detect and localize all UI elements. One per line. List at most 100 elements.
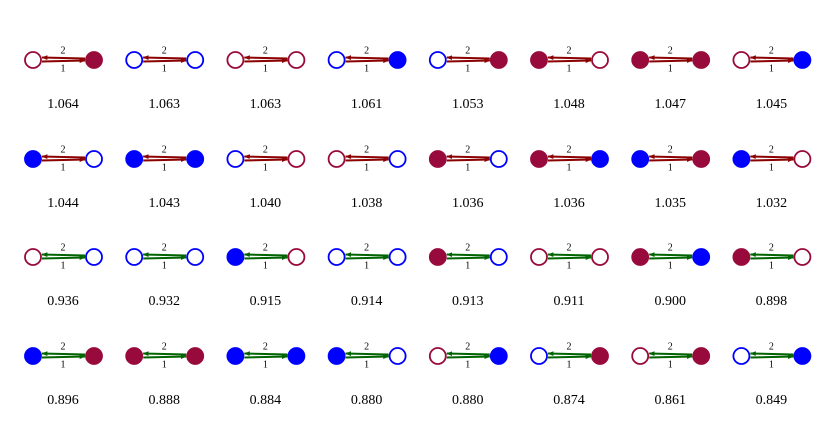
- edge: [547, 255, 592, 261]
- node: [327, 347, 346, 365]
- edge-label: 1: [465, 359, 470, 370]
- motif: 2 1 1.035: [631, 144, 711, 211]
- node: [24, 150, 42, 168]
- node: [428, 51, 447, 69]
- edge-label: 1: [364, 63, 369, 74]
- node: [591, 248, 609, 266]
- edge: [446, 252, 490, 258]
- motif: 2 1 0.888: [125, 341, 205, 408]
- edge: [244, 255, 288, 261]
- edge-label: 1: [769, 359, 774, 370]
- edge: [143, 255, 187, 261]
- edge: [446, 351, 490, 357]
- edge: [345, 252, 389, 258]
- node: [125, 347, 144, 365]
- node: [692, 150, 711, 168]
- node: [287, 248, 306, 266]
- edge: [41, 58, 86, 64]
- node: [287, 347, 306, 365]
- edge: [345, 351, 389, 357]
- edge: [243, 252, 288, 258]
- edge-label: 1: [567, 359, 572, 370]
- edge: [243, 154, 288, 160]
- edge-label: 2: [364, 45, 369, 56]
- edge-label: 2: [567, 341, 572, 352]
- score: 1.036: [452, 196, 484, 211]
- motif: 2 1 1.064: [24, 45, 103, 112]
- node: [24, 347, 42, 365]
- motif: 2 1 0.880: [327, 341, 407, 408]
- edge-label: 2: [263, 242, 268, 253]
- score: 0.915: [250, 294, 282, 309]
- edge: [142, 154, 187, 160]
- motif: 2 1 0.874: [530, 341, 609, 408]
- edge: [547, 154, 592, 160]
- node: [631, 150, 650, 168]
- edge: [244, 354, 288, 360]
- node: [226, 248, 245, 266]
- node: [226, 150, 245, 168]
- motif: 2 1 0.936: [24, 242, 103, 309]
- edge: [446, 157, 491, 163]
- edge-label: 2: [465, 341, 470, 352]
- node: [489, 248, 508, 266]
- score: 0.913: [452, 294, 484, 309]
- edge: [143, 354, 187, 360]
- edge: [41, 354, 86, 360]
- edge-label: 2: [364, 144, 369, 155]
- edge: [41, 255, 86, 261]
- edge-label: 1: [61, 359, 66, 370]
- score: 0.880: [351, 393, 383, 408]
- node: [692, 51, 711, 69]
- node: [388, 347, 407, 365]
- edge-label: 2: [465, 144, 470, 155]
- node: [125, 51, 144, 69]
- motif: 2 1 1.036: [428, 144, 508, 211]
- motif: 2 1 0.913: [428, 242, 508, 309]
- edge: [648, 154, 693, 160]
- edge-label: 1: [263, 359, 268, 370]
- edge-label: 2: [668, 341, 673, 352]
- edge: [244, 58, 288, 64]
- edge-label: 1: [364, 359, 369, 370]
- edge: [547, 157, 592, 163]
- node: [692, 248, 711, 266]
- edge: [41, 157, 86, 163]
- motif: 2 1 0.884: [226, 341, 306, 408]
- motif: 2 1 0.896: [24, 341, 103, 408]
- edge-label: 1: [465, 63, 470, 74]
- node: [530, 150, 548, 168]
- edge-label: 2: [769, 144, 774, 155]
- edge-label: 2: [162, 144, 167, 155]
- edge-label: 2: [465, 242, 470, 253]
- node: [327, 150, 346, 168]
- node: [186, 248, 205, 266]
- score: 1.045: [756, 97, 788, 112]
- edge-label: 1: [465, 260, 470, 271]
- edge-label: 2: [263, 45, 268, 56]
- score: 1.044: [47, 196, 79, 211]
- node: [85, 347, 103, 365]
- node: [591, 150, 609, 168]
- edge-label: 1: [567, 260, 572, 271]
- score: 1.035: [654, 196, 686, 211]
- edge-label: 1: [364, 260, 369, 271]
- edge-label: 1: [61, 162, 66, 173]
- edge-label: 2: [61, 242, 66, 253]
- score: 1.064: [47, 97, 79, 112]
- edge-label: 1: [769, 63, 774, 74]
- edge: [142, 55, 187, 61]
- motif: 2 1 0.911: [530, 242, 609, 309]
- edge-label: 1: [162, 162, 167, 173]
- node: [287, 150, 306, 168]
- edge-label: 2: [668, 45, 673, 56]
- motif: 2 1 1.040: [226, 144, 306, 211]
- edge-label: 2: [61, 144, 66, 155]
- edge: [648, 351, 693, 357]
- node: [85, 150, 103, 168]
- node: [388, 248, 407, 266]
- edge: [244, 157, 288, 163]
- motif: 2 1 0.915: [226, 242, 306, 309]
- edge: [547, 252, 592, 258]
